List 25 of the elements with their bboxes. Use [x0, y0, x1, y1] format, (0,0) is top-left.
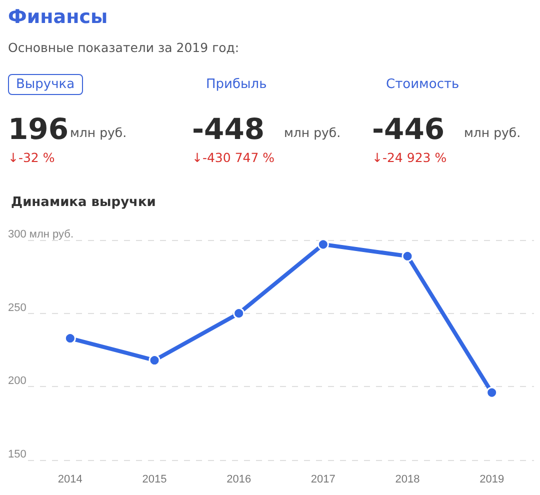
x-tick-label: 2019	[480, 474, 504, 486]
x-tick-label: 2017	[310, 474, 336, 486]
text: -448	[192, 112, 265, 146]
y-tick-label: 250	[8, 302, 26, 314]
text: Финансы	[8, 6, 108, 28]
x-tick-label: 2015	[142, 474, 167, 486]
x-tick-label: 2016	[226, 474, 252, 486]
text: млн руб.	[70, 125, 127, 140]
text: Основные показатели за 2019 год:	[8, 40, 240, 55]
text: ↓-430 747 %	[192, 150, 275, 165]
text: ↓-32 %	[8, 150, 55, 165]
text: Выручка	[8, 74, 83, 95]
text: 196	[8, 112, 69, 146]
text: млн руб.	[284, 125, 341, 140]
text: млн руб.	[464, 125, 521, 140]
y-tick-label: 300 млн руб.	[8, 228, 74, 240]
text: Стоимость	[385, 76, 460, 94]
y-tick-label: 200	[8, 375, 26, 388]
y-tick-label: 150	[8, 448, 26, 460]
text: -446	[372, 112, 445, 146]
chart-title: Динамика выручки	[11, 195, 156, 210]
text: Прибыль	[205, 76, 268, 94]
x-tick-label: 2014	[58, 474, 82, 486]
x-tick-label: 2018	[395, 474, 420, 486]
text: ↓-24 923 %	[372, 150, 447, 165]
